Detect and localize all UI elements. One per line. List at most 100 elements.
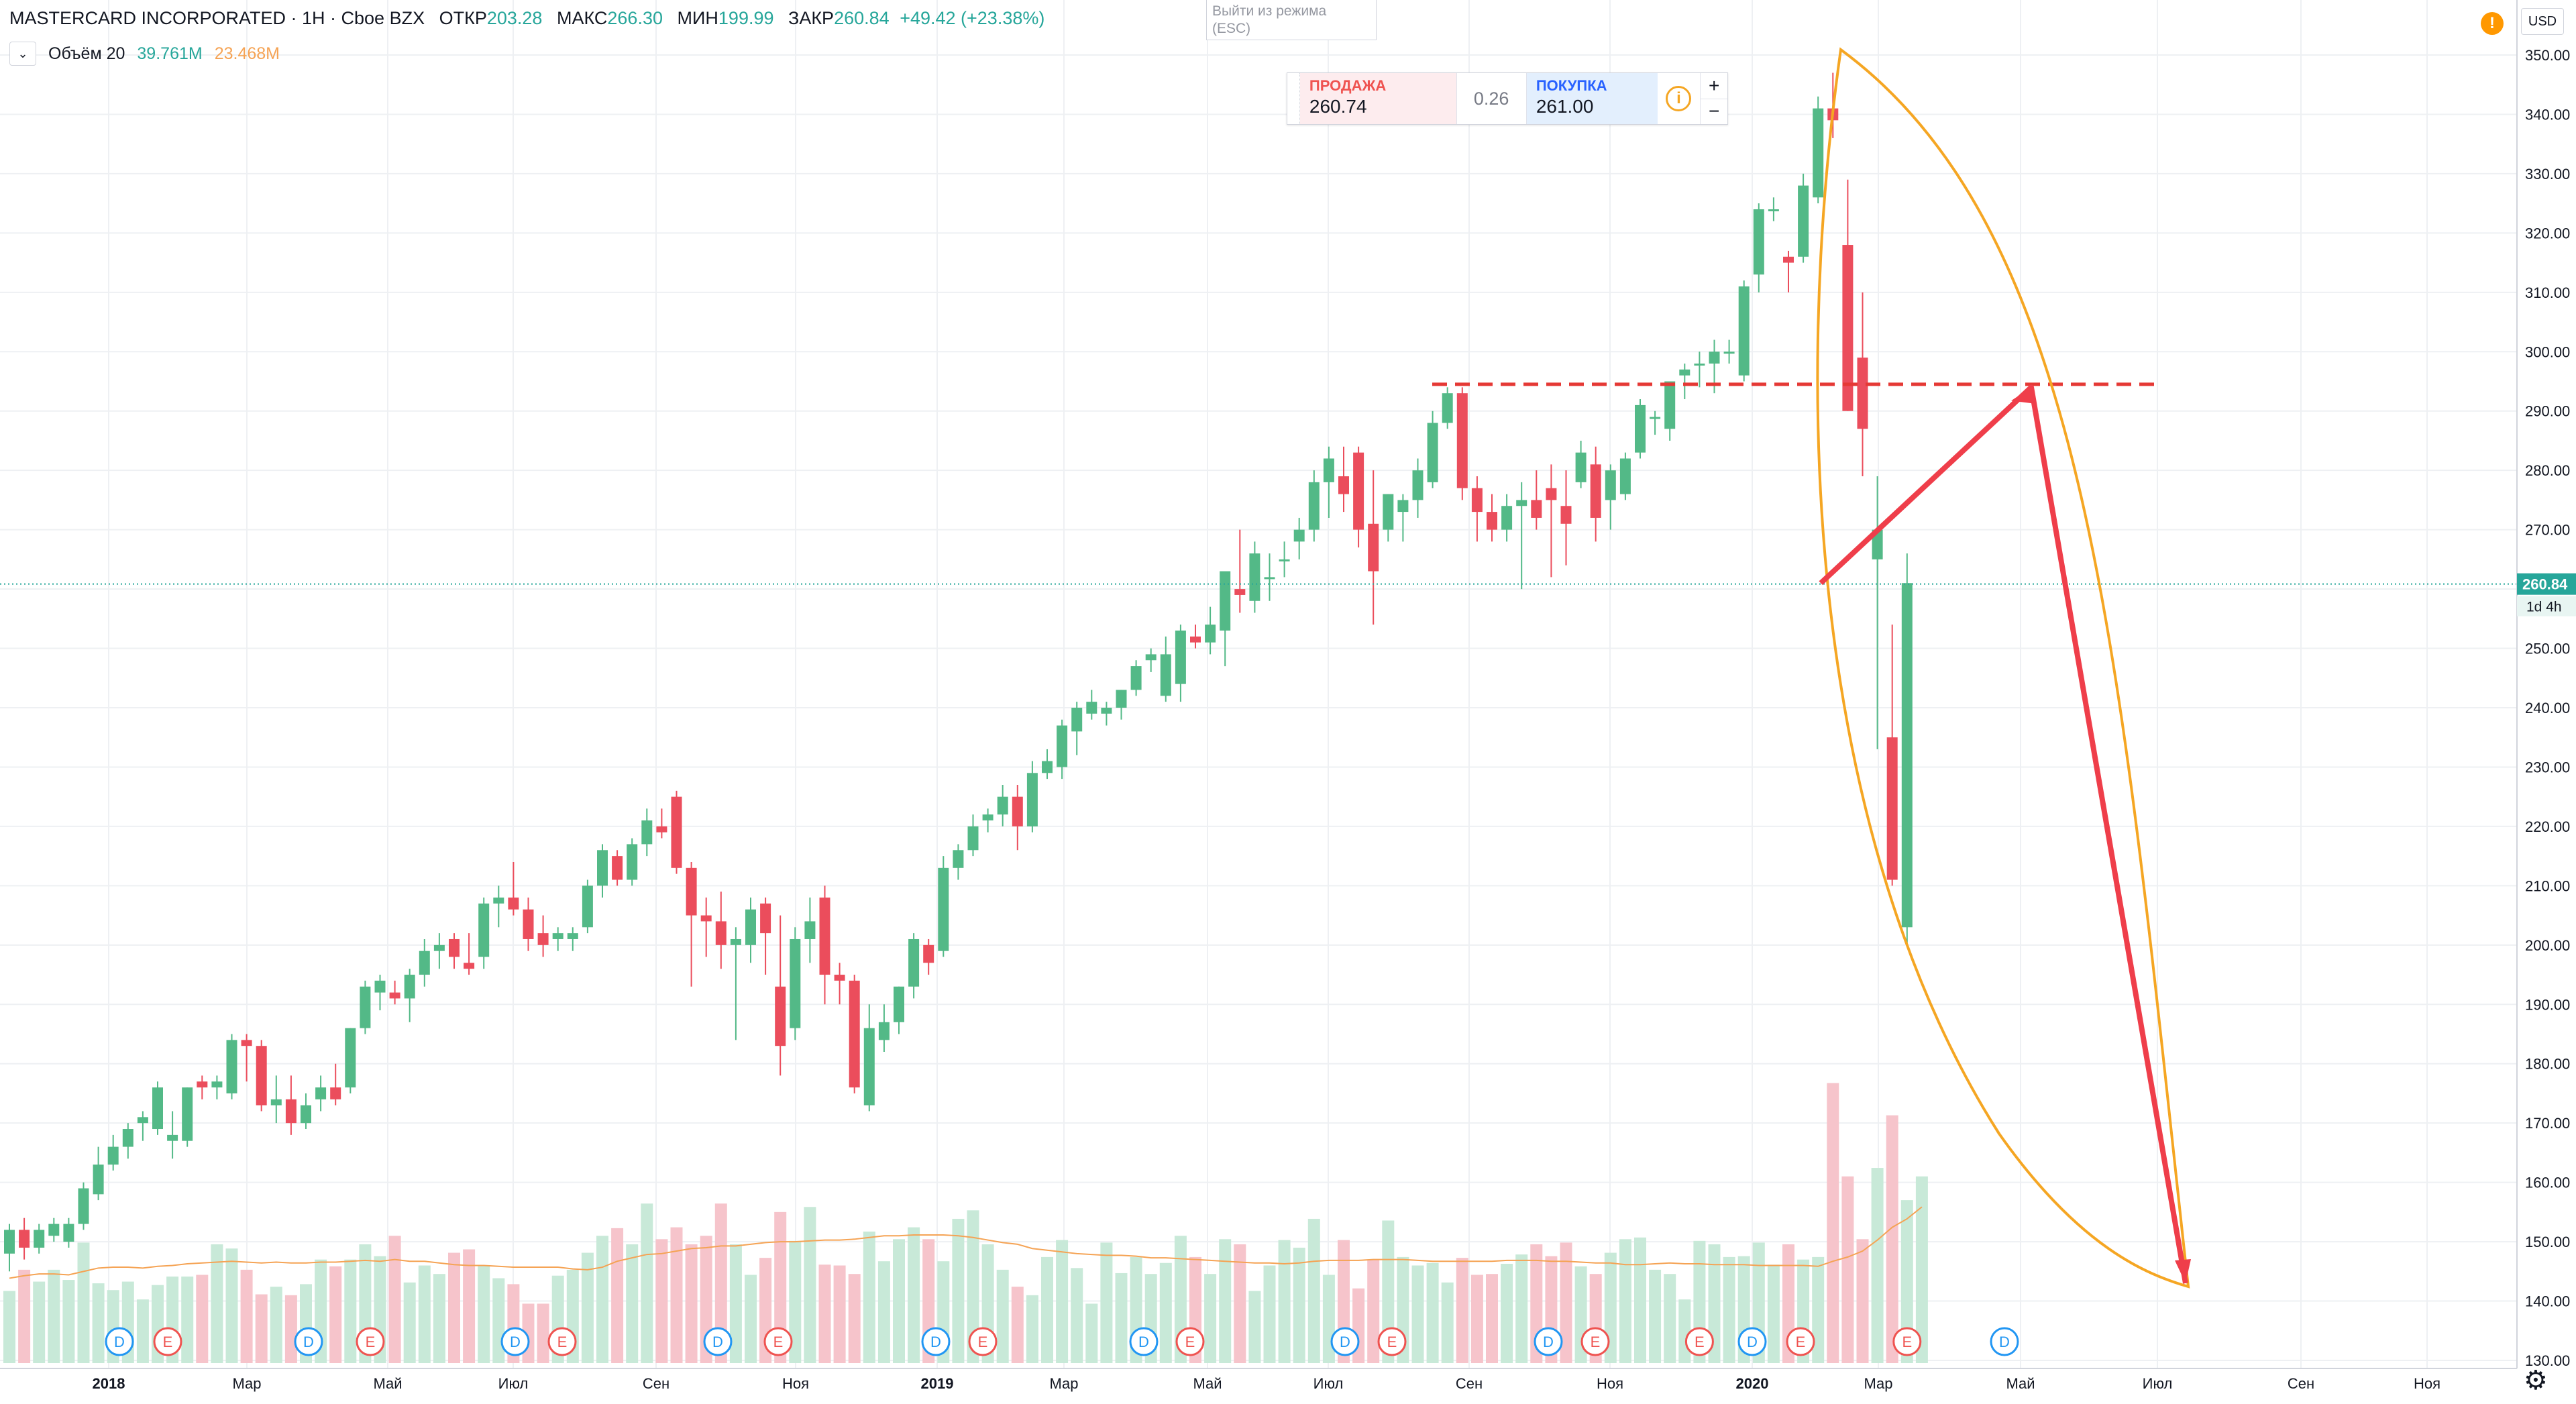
earnings-marker[interactable]: E bbox=[1892, 1327, 1922, 1356]
candle bbox=[1857, 292, 1868, 477]
time-tick-label: Ноя bbox=[2414, 1375, 2440, 1392]
currency-button[interactable]: USD bbox=[2521, 8, 2564, 35]
sell-label: ПРОДАЖА bbox=[1309, 77, 1387, 94]
event-label: D bbox=[1999, 1334, 2010, 1350]
dividend-marker[interactable]: D bbox=[1737, 1327, 1767, 1356]
exit-fullscreen-hint[interactable]: Выйти из режима (ESC) bbox=[1206, 0, 1377, 40]
candle bbox=[790, 927, 801, 1040]
event-label: E bbox=[1185, 1334, 1195, 1350]
candle-body bbox=[449, 938, 460, 957]
volume-bar bbox=[92, 1283, 105, 1363]
volume-bar bbox=[1456, 1258, 1468, 1363]
candle bbox=[122, 1123, 133, 1159]
volume-indicator-name[interactable]: Объём 20 bbox=[48, 44, 125, 63]
candle bbox=[1753, 203, 1764, 292]
candle bbox=[1427, 411, 1438, 488]
earnings-marker[interactable]: E bbox=[1175, 1327, 1205, 1356]
low-label: МИН bbox=[677, 8, 718, 28]
volume-bar bbox=[1293, 1247, 1305, 1363]
warning-icon[interactable]: ! bbox=[2481, 12, 2504, 35]
candle-body bbox=[345, 1028, 356, 1088]
grid-lines bbox=[0, 0, 2517, 1368]
decrease-button[interactable]: − bbox=[1701, 98, 1727, 125]
collapse-legend-button[interactable]: ⌄ bbox=[9, 42, 36, 66]
dividend-marker[interactable]: D bbox=[1129, 1327, 1159, 1356]
time-tick-label: Мар bbox=[1864, 1375, 1892, 1392]
candle-body bbox=[894, 986, 904, 1022]
volume-bar bbox=[893, 1239, 905, 1363]
earnings-marker[interactable]: E bbox=[763, 1327, 793, 1356]
dividend-marker[interactable]: D bbox=[1534, 1327, 1563, 1356]
dividend-marker[interactable]: D bbox=[703, 1327, 733, 1356]
candle bbox=[1560, 470, 1572, 565]
time-tick-label: 2020 bbox=[1736, 1375, 1769, 1392]
volume-bar bbox=[1812, 1256, 1825, 1363]
volume-bar bbox=[1159, 1262, 1172, 1363]
buy-button[interactable]: ПОКУПКА 261.00 bbox=[1526, 73, 1658, 124]
candle-body bbox=[1487, 512, 1497, 530]
candle bbox=[1086, 690, 1097, 720]
earnings-marker[interactable]: E bbox=[968, 1327, 998, 1356]
volume-bar bbox=[270, 1287, 282, 1363]
price-tick-label: 280.00 bbox=[2525, 462, 2570, 479]
volume-bar bbox=[1560, 1242, 1572, 1363]
time-tick-label: Сен bbox=[2288, 1375, 2314, 1392]
price-tick-label: 310.00 bbox=[2525, 284, 2570, 301]
candle-body bbox=[1857, 358, 1868, 429]
price-tick-label: 220.00 bbox=[2525, 818, 2570, 835]
dividend-marker[interactable]: D bbox=[294, 1327, 323, 1356]
candle bbox=[1116, 690, 1127, 720]
dividend-marker[interactable]: D bbox=[105, 1327, 134, 1356]
symbol-title[interactable]: MASTERCARD INCORPORATED · 1Н · Cboe BZX bbox=[9, 8, 425, 28]
earnings-marker[interactable]: E bbox=[1786, 1327, 1815, 1356]
candle bbox=[1264, 553, 1275, 601]
dividend-marker[interactable]: D bbox=[500, 1327, 530, 1356]
event-circle bbox=[921, 1327, 951, 1356]
dividend-marker[interactable]: D bbox=[1990, 1327, 2019, 1356]
volume-bar bbox=[714, 1203, 727, 1363]
dividend-marker[interactable]: D bbox=[921, 1327, 951, 1356]
candle bbox=[656, 808, 667, 839]
info-button[interactable]: i bbox=[1658, 73, 1701, 124]
time-tick-label: Июл bbox=[1313, 1375, 1344, 1392]
earnings-marker[interactable]: E bbox=[1684, 1327, 1714, 1356]
candle-body bbox=[612, 856, 623, 880]
event-label: D bbox=[1138, 1334, 1149, 1350]
candle bbox=[433, 933, 445, 969]
settings-gear-icon[interactable]: ⚙ bbox=[2524, 1366, 2548, 1395]
earnings-marker[interactable]: E bbox=[356, 1327, 385, 1356]
event-label: D bbox=[114, 1334, 125, 1350]
candle-body bbox=[1546, 488, 1557, 500]
increase-button[interactable]: + bbox=[1708, 74, 1720, 96]
last-price-badge bbox=[2517, 573, 2576, 595]
earnings-marker[interactable]: E bbox=[1580, 1327, 1610, 1356]
earnings-marker[interactable]: E bbox=[547, 1327, 577, 1356]
volume-bar bbox=[329, 1266, 342, 1363]
open-label: ОТКР bbox=[439, 8, 487, 28]
candle bbox=[478, 898, 490, 969]
candle-body bbox=[34, 1230, 45, 1248]
candle bbox=[345, 1028, 356, 1093]
price-tick-label: 320.00 bbox=[2525, 225, 2570, 241]
sell-button[interactable]: ПРОДАЖА 260.74 bbox=[1299, 73, 1456, 124]
volume-bar bbox=[1011, 1287, 1024, 1363]
forecast-arrow-path bbox=[1819, 384, 2188, 1284]
candle-body bbox=[775, 986, 786, 1046]
earnings-marker[interactable]: E bbox=[153, 1327, 182, 1356]
candle-body bbox=[997, 796, 1008, 815]
earnings-marker[interactable]: E bbox=[1377, 1327, 1407, 1356]
candle bbox=[389, 980, 400, 1005]
dividend-marker[interactable]: D bbox=[1330, 1327, 1360, 1356]
volume-bar bbox=[818, 1264, 831, 1363]
price-tick-label: 200.00 bbox=[2525, 937, 2570, 954]
drag-handle[interactable] bbox=[1287, 73, 1300, 124]
candle-body bbox=[1101, 708, 1112, 714]
candle-body bbox=[730, 938, 741, 945]
candle-body bbox=[419, 951, 430, 975]
candle-body bbox=[1635, 404, 1646, 453]
volume-ma-value: 23.468M bbox=[214, 44, 280, 63]
volume-bar bbox=[596, 1236, 608, 1363]
candle bbox=[597, 844, 608, 898]
